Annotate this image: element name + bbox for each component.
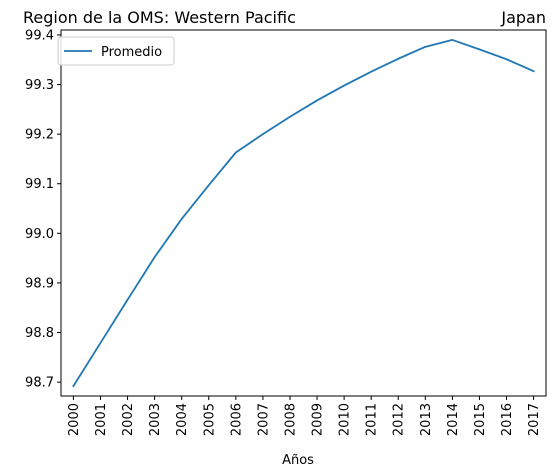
x-tick-label: 2006 (229, 403, 244, 436)
x-tick-label: 2013 (419, 403, 434, 436)
x-tick-label: 2011 (365, 403, 380, 436)
legend: Promedio (57, 36, 175, 66)
y-tick-label: 99.2 (25, 128, 54, 143)
y-tick-label: 99.4 (25, 28, 54, 43)
x-tick-label: 2012 (392, 403, 407, 436)
x-tick-label: 2002 (121, 403, 136, 436)
x-axis: 2000 2001 2002 2003 2004 2005 2006 2007 2008 2009… (67, 396, 542, 436)
x-tick-label: 2016 (500, 403, 515, 436)
legend-box (57, 36, 175, 66)
y-axis: 98.7 98.8 98.9 99.0 99.1 99.2 99.3 99.4 (25, 28, 61, 391)
y-tick-label: 98.9 (25, 276, 54, 291)
x-tick-label: 2000 (67, 403, 82, 436)
y-tick-label: 98.8 (25, 326, 54, 341)
y-tick-label: 99.3 (25, 78, 54, 93)
plot-area (60, 29, 547, 397)
x-tick-label: 2015 (473, 403, 488, 436)
y-tick-label: 99.1 (25, 177, 54, 192)
series-line-promedio (72, 39, 535, 388)
x-tick-label: 2001 (94, 403, 109, 436)
plot-frame (60, 29, 547, 397)
x-tick-label: 2009 (311, 403, 326, 436)
x-tick-label: 2007 (256, 403, 271, 436)
x-tick-label: 2017 (527, 403, 542, 436)
legend-label-promedio: Promedio (101, 45, 162, 60)
chart-title-left: Region de la OMS: Western Pacific (23, 8, 296, 27)
x-tick-label: 2010 (338, 403, 353, 436)
x-tick-label: 2003 (148, 403, 163, 436)
x-tick-label: 2008 (283, 403, 298, 436)
x-tick-label: 2005 (202, 403, 217, 436)
x-tick-label: 2004 (175, 403, 190, 436)
series-layer (72, 39, 535, 388)
y-tick-label: 99.0 (25, 227, 54, 242)
x-axis-label: Años (282, 453, 314, 468)
x-tick-label: 2014 (446, 403, 461, 436)
y-tick-label: 98.7 (25, 376, 54, 391)
chart-title-right: Japan (500, 8, 546, 27)
